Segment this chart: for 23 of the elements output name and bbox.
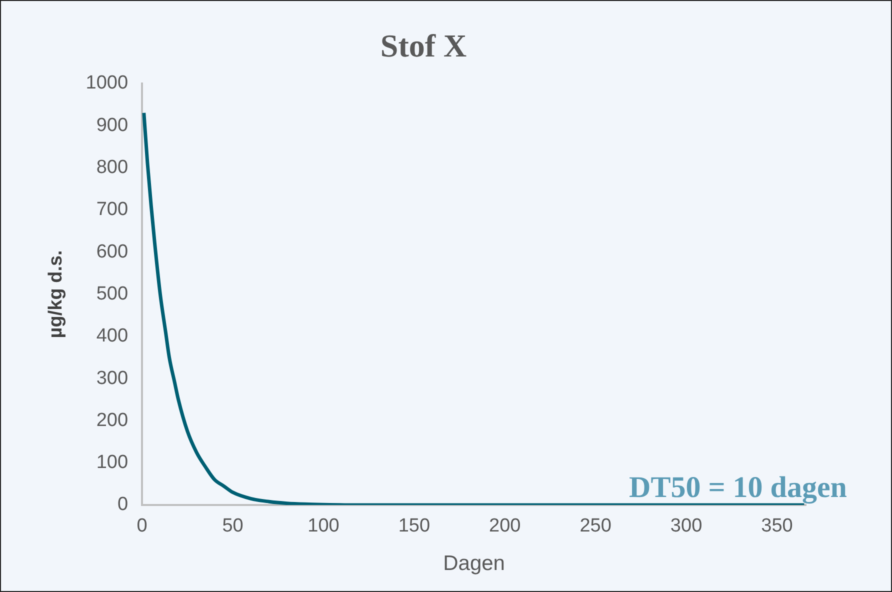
y-tick-label: 0 (117, 494, 128, 516)
x-tick-label: 100 (308, 516, 340, 537)
annotation: DT50 = 10 dagen (629, 471, 848, 504)
x-tick-label: 150 (398, 516, 430, 537)
y-tick-label: 800 (96, 156, 128, 178)
x-tick-label: 250 (580, 516, 612, 537)
y-axis-title: µg/kg d.s. (46, 250, 67, 338)
x-tick-label: 350 (761, 516, 793, 537)
x-axis-title: Dagen (443, 552, 505, 576)
y-tick-label: 500 (96, 283, 128, 304)
y-tick-label: 200 (96, 410, 128, 431)
x-tick-label: 300 (670, 516, 702, 537)
y-tick-label: 300 (96, 368, 128, 389)
y-tick-label: 900 (96, 114, 128, 136)
y-tick-label: 600 (96, 241, 128, 262)
y-tick-label: 700 (96, 199, 128, 220)
x-tick-label: 50 (222, 516, 244, 537)
y-tick-label: 400 (96, 326, 128, 347)
chart-title: Stof X (380, 27, 467, 64)
y-tick-label: 1000 (86, 72, 128, 94)
x-tick-label: 200 (489, 516, 521, 537)
x-tick-label: 0 (136, 516, 148, 537)
y-tick-label: 100 (96, 452, 128, 474)
